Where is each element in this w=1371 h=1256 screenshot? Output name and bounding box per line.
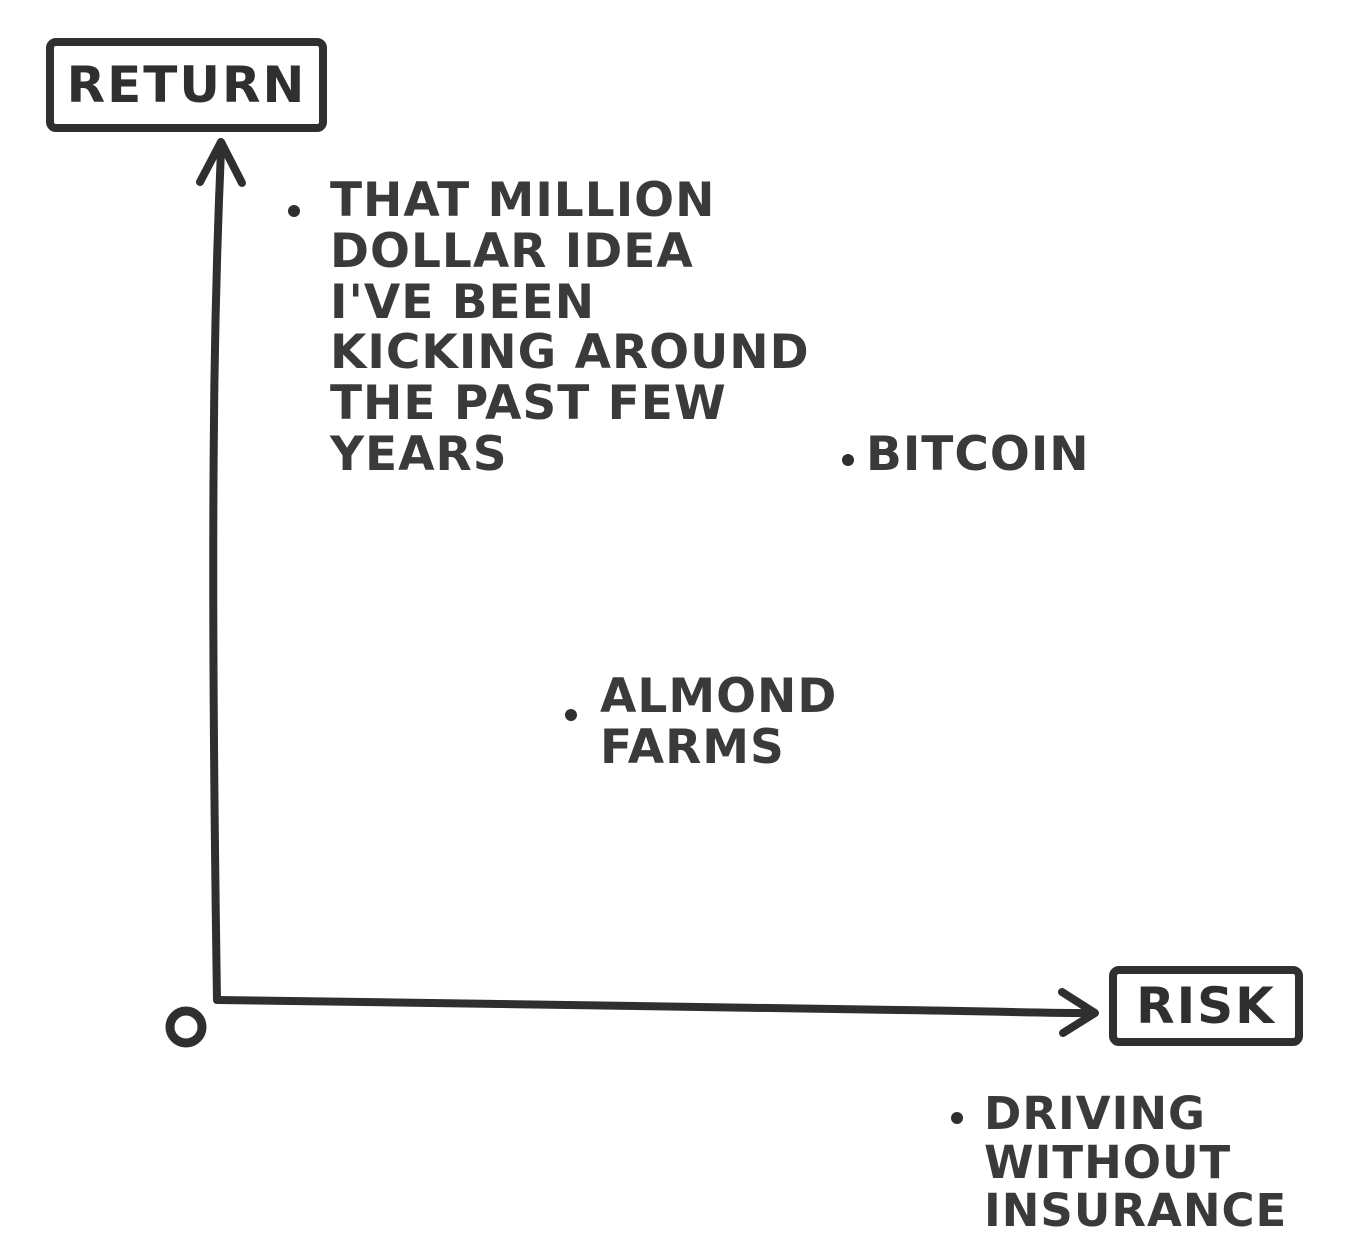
x-axis-arrowhead bbox=[1058, 988, 1099, 1037]
y-axis-line bbox=[209, 146, 225, 1004]
x-axis-label-box bbox=[1109, 966, 1303, 1046]
origin-circle bbox=[165, 1006, 207, 1048]
x-axis-line bbox=[213, 996, 1092, 1017]
y-axis-arrowhead bbox=[196, 138, 246, 187]
point-marker bbox=[951, 1112, 963, 1124]
point-label: BITCOIN bbox=[866, 427, 1090, 482]
point-marker bbox=[288, 205, 300, 217]
point-marker bbox=[842, 454, 854, 466]
point-marker bbox=[565, 709, 577, 721]
x-axis-label: RISK bbox=[1136, 977, 1276, 1035]
point-label: DRIVING WITHOUT INSURANCE bbox=[984, 1087, 1288, 1238]
point-label: ALMOND FARMS bbox=[600, 669, 838, 775]
y-axis-label-box bbox=[46, 38, 327, 132]
y-axis-label: RETURN bbox=[66, 56, 307, 114]
point-label: THAT MILLION DOLLAR IDEA I'VE BEEN KICKI… bbox=[330, 173, 810, 482]
